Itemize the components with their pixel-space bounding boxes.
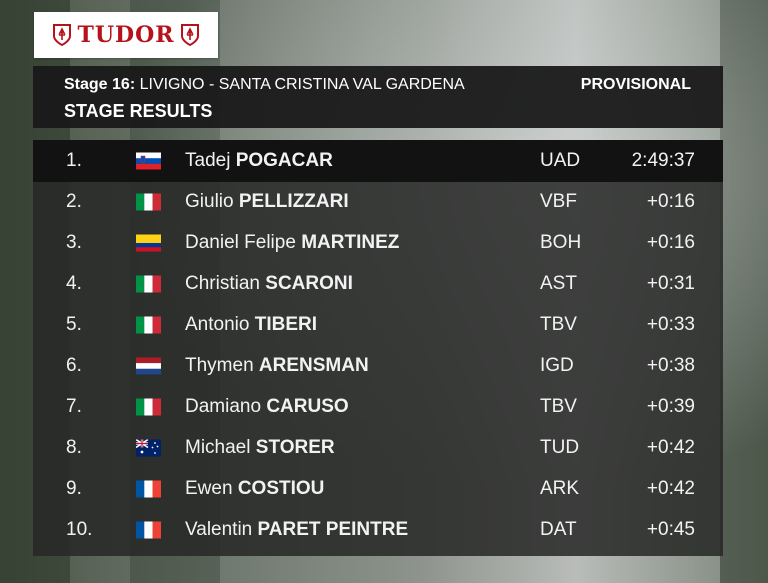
status-badge: PROVISIONAL <box>580 76 691 93</box>
tudor-shield-icon <box>180 24 199 46</box>
rider-last-name: SCARONI <box>265 273 353 294</box>
netherlands-flag-icon <box>136 357 161 375</box>
italy-flag-icon <box>136 398 161 416</box>
stage-label: Stage 16: <box>64 76 136 93</box>
australia-flag-icon <box>136 439 161 457</box>
rider-last-name: COSTIOU <box>237 478 325 499</box>
rider-first-name: Daniel Felipe <box>185 232 296 253</box>
time-gap: 2:49:37 <box>631 150 695 171</box>
italy-flag-icon <box>136 275 161 293</box>
italy-flag-icon <box>136 316 161 334</box>
rider-first-name: Thymen <box>185 355 254 376</box>
slovenia-flag-icon <box>136 152 161 170</box>
rider-first-name: Ewen <box>185 478 233 499</box>
results-header: Stage 16: LIVIGNO - SANTA CRISTINA VAL G… <box>33 66 723 128</box>
rider-name: Valentin PARET PEINTRE <box>185 519 408 541</box>
team-code: DAT <box>540 519 577 540</box>
table-row: 2. Giulio PELLIZZARI VBF +0:16 <box>33 182 723 222</box>
team-code: AST <box>540 273 577 294</box>
table-row: 8. Michael STORER TUD +0:42 <box>33 428 723 468</box>
position-cell: 8. <box>66 437 82 458</box>
position-cell: 9. <box>66 478 82 499</box>
rider-first-name: Valentin <box>185 519 253 540</box>
position-cell: 7. <box>66 396 82 417</box>
position-cell: 1. <box>66 150 82 171</box>
time-gap: +0:42 <box>646 437 695 458</box>
rider-name: Christian SCARONI <box>185 273 353 295</box>
table-row: 10. Valentin PARET PEINTRE DAT +0:45 <box>33 510 723 550</box>
rider-last-name: PELLIZZARI <box>238 191 349 212</box>
table-row: 7. Damiano CARUSO TBV +0:39 <box>33 387 723 427</box>
logo-text: TUDOR <box>77 22 175 48</box>
position-cell: 4. <box>66 273 82 294</box>
table-row: 3. Daniel Felipe MARTINEZ BOH +0:16 <box>33 223 723 263</box>
team-code: VBF <box>540 191 577 212</box>
team-code: UAD <box>540 150 581 171</box>
team-code: TUD <box>540 437 580 458</box>
colombia-flag-icon <box>136 234 161 252</box>
rider-last-name: CARUSO <box>266 396 349 417</box>
rider-name: Antonio TIBERI <box>185 314 317 336</box>
team-code: TBV <box>540 396 577 417</box>
table-row: 6. Thymen ARENSMAN IGD +0:38 <box>33 346 723 386</box>
time-gap: +0:16 <box>646 232 695 253</box>
rider-first-name: Damiano <box>185 396 262 417</box>
position-cell: 2. <box>66 191 82 212</box>
table-row: 5. Antonio TIBERI TBV +0:33 <box>33 305 723 345</box>
france-flag-icon <box>136 521 161 539</box>
team-code: ARK <box>540 478 580 499</box>
rider-name: Giulio PELLIZZARI <box>185 191 349 213</box>
time-gap: +0:38 <box>646 355 695 376</box>
rider-last-name: TIBERI <box>254 314 318 335</box>
time-gap: +0:39 <box>646 396 695 417</box>
rider-name: Daniel Felipe MARTINEZ <box>185 232 399 254</box>
team-code: TBV <box>540 314 577 335</box>
position-cell: 10. <box>66 519 93 540</box>
rider-name: Michael STORER <box>185 437 335 459</box>
rider-last-name: STORER <box>255 437 335 458</box>
rider-name: Damiano CARUSO <box>185 396 349 418</box>
rider-name: Tadej POGACAR <box>185 150 333 172</box>
stage-line: Stage 16: LIVIGNO - SANTA CRISTINA VAL G… <box>64 76 465 94</box>
rider-name: Ewen COSTIOU <box>185 478 324 500</box>
position-cell: 3. <box>66 232 82 253</box>
time-gap: +0:31 <box>646 273 695 294</box>
rider-last-name: ARENSMAN <box>258 355 369 376</box>
team-code: IGD <box>540 355 574 376</box>
table-row: 9. Ewen COSTIOU ARK +0:42 <box>33 469 723 509</box>
stage-route: LIVIGNO - SANTA CRISTINA VAL GARDENA <box>139 76 465 93</box>
italy-flag-icon <box>136 193 161 211</box>
tudor-shield-icon <box>53 24 72 46</box>
rider-first-name: Christian <box>185 273 260 294</box>
page-title: STAGE RESULTS <box>64 101 213 121</box>
rider-last-name: MARTINEZ <box>301 232 400 253</box>
rider-name: Thymen ARENSMAN <box>185 355 369 377</box>
table-row: 4. Christian SCARONI AST +0:31 <box>33 264 723 304</box>
rider-first-name: Giulio <box>185 191 234 212</box>
results-table: 1. Tadej POGACAR UAD 2:49:37 2. Giulio PELLIZ… <box>33 140 723 556</box>
france-flag-icon <box>136 480 161 498</box>
rider-last-name: PARET PEINTRE <box>257 519 409 540</box>
rider-first-name: Tadej <box>185 150 231 171</box>
time-gap: +0:42 <box>646 478 695 499</box>
rider-first-name: Michael <box>185 437 251 458</box>
position-cell: 5. <box>66 314 82 335</box>
rider-last-name: POGACAR <box>235 150 333 171</box>
sponsor-logo: TUDOR <box>34 12 218 58</box>
time-gap: +0:45 <box>646 519 695 540</box>
rider-first-name: Antonio <box>185 314 250 335</box>
position-cell: 6. <box>66 355 82 376</box>
time-gap: +0:16 <box>646 191 695 212</box>
table-row: 1. Tadej POGACAR UAD 2:49:37 <box>33 140 723 182</box>
team-code: BOH <box>540 232 582 253</box>
time-gap: +0:33 <box>646 314 695 335</box>
